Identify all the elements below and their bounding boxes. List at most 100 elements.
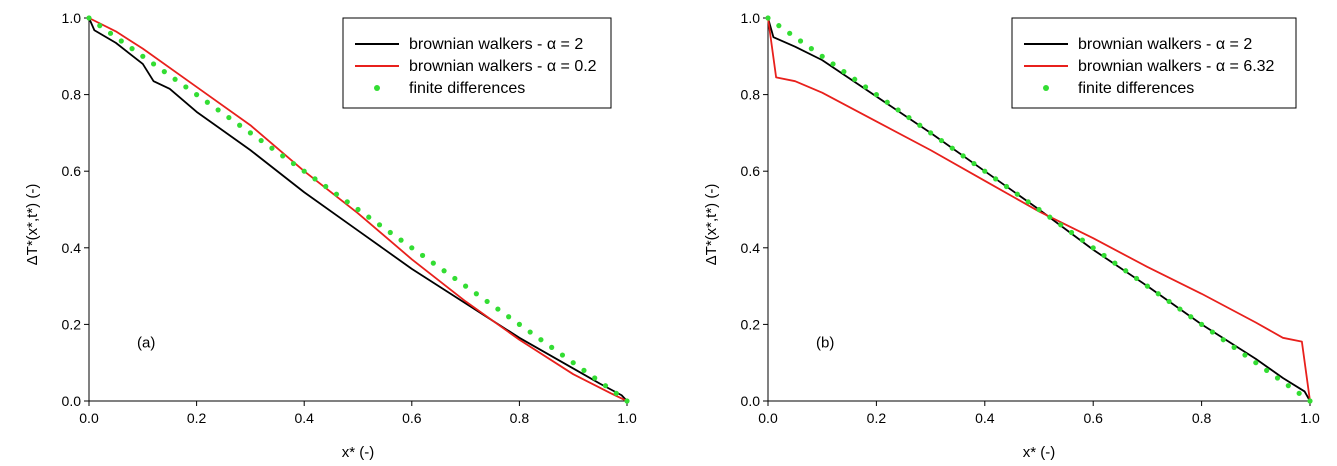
- x-tick-label: 0.6: [1083, 410, 1103, 426]
- x-axis-label: x* (-): [1023, 444, 1056, 461]
- data-point: [549, 344, 555, 350]
- panel-1: 0.0 0.2 0.4 0.6 0.8 1.0 0.0 0.2 0.4 0.6 0.8 1.0 x* (…: [703, 10, 1320, 461]
- data-point: [495, 306, 501, 312]
- data-point: [247, 130, 253, 136]
- y-tick-label: 0.2: [741, 316, 761, 332]
- data-point: [570, 360, 576, 366]
- data-point: [463, 283, 469, 289]
- data-point: [884, 99, 890, 105]
- y-tick-label: 0.0: [741, 393, 761, 409]
- data-point: [873, 92, 880, 98]
- data-point: [86, 15, 92, 21]
- data-point: [602, 383, 609, 389]
- y-axis-label: ΔT*(x*,t*) (-): [24, 184, 41, 266]
- data-point: [1274, 375, 1281, 381]
- data-point: [1285, 383, 1291, 389]
- x-tick-label: 0.2: [867, 410, 887, 426]
- data-point: [862, 84, 869, 90]
- data-point: [895, 107, 901, 113]
- legend-label-1: brownian walkers - α = 0.2: [409, 58, 597, 75]
- y-tick-label: 0.4: [62, 240, 82, 256]
- data-point: [917, 122, 923, 128]
- x-tick-label: 1.0: [1300, 410, 1320, 426]
- panel-0: 0.0 0.2 0.4 0.6 0.8 1.0 0.0 0.2 0.4 0.6 0.8 1.0 x* (…: [24, 10, 637, 461]
- data-point: [516, 321, 523, 327]
- data-point: [301, 168, 307, 174]
- panel-label: (b): [816, 334, 834, 351]
- y-axis-label: ΔT*(x*,t*) (-): [703, 184, 720, 266]
- data-point: [949, 145, 955, 151]
- data-point: [787, 30, 793, 36]
- legend-label-1: brownian walkers - α = 6.32: [1078, 58, 1275, 75]
- y-tick-label: 0.6: [62, 163, 82, 179]
- data-point: [258, 137, 264, 144]
- x-tick-label: 0.4: [975, 410, 995, 426]
- data-point: [419, 252, 426, 259]
- data-point: [1177, 306, 1183, 312]
- data-point: [1220, 337, 1226, 343]
- data-point: [1090, 245, 1096, 251]
- y-tick-label: 0.4: [741, 240, 761, 256]
- data-point: [538, 337, 544, 343]
- y-tick-label: 0.6: [741, 163, 761, 179]
- data-point: [312, 176, 318, 182]
- legend-label-2: finite differences: [1078, 80, 1194, 97]
- data-point: [624, 398, 630, 404]
- data-point: [150, 61, 157, 67]
- legend-label-0: brownian walkers - α = 2: [1078, 36, 1252, 53]
- data-point: [333, 191, 340, 197]
- data-point: [1123, 268, 1129, 274]
- legend-label-2: finite differences: [409, 80, 525, 97]
- y-tick-label: 0.8: [741, 87, 761, 103]
- x-tick-label: 0.6: [402, 410, 422, 426]
- data-point: [613, 390, 619, 396]
- x-tick-label: 0.4: [294, 410, 314, 426]
- data-point: [765, 15, 771, 21]
- x-tick-label: 0.0: [79, 410, 99, 426]
- data-point: [387, 229, 393, 236]
- data-point: [1133, 275, 1140, 282]
- data-point: [1307, 398, 1313, 404]
- data-point: [982, 168, 988, 174]
- data-point: [1155, 291, 1161, 297]
- data-point: [1242, 352, 1248, 358]
- data-point: [592, 375, 598, 381]
- data-point: [107, 30, 114, 36]
- data-point: [797, 38, 804, 44]
- data-point: [1003, 183, 1010, 190]
- data-point: [906, 114, 912, 121]
- data-point: [960, 153, 966, 159]
- legend-swatch-2: [374, 85, 380, 91]
- data-point: [841, 69, 847, 75]
- y-tick-label: 1.0: [741, 10, 761, 26]
- data-point: [1068, 229, 1075, 236]
- data-point: [269, 145, 275, 151]
- data-point: [1025, 199, 1031, 205]
- data-point: [852, 76, 858, 82]
- data-point: [1014, 191, 1020, 197]
- x-tick-label: 0.8: [1192, 410, 1212, 426]
- data-point: [441, 268, 447, 274]
- x-axis-label: x* (-): [342, 444, 375, 461]
- x-tick-label: 1.0: [617, 410, 637, 426]
- x-tick-label: 0.2: [187, 410, 207, 426]
- data-point: [581, 367, 587, 373]
- data-point: [830, 61, 836, 67]
- data-point: [1199, 321, 1205, 327]
- data-point: [172, 76, 178, 82]
- data-point: [484, 298, 490, 305]
- data-point: [506, 314, 512, 320]
- data-point: [366, 214, 372, 220]
- data-point: [323, 183, 329, 190]
- data-point: [1209, 329, 1216, 335]
- data-point: [819, 53, 825, 59]
- data-point: [938, 137, 945, 144]
- data-point: [1264, 367, 1270, 373]
- data-point: [1101, 252, 1107, 259]
- data-point: [993, 176, 999, 182]
- data-point: [1253, 360, 1259, 366]
- series-line-1: [88, 17, 628, 402]
- data-point: [344, 199, 350, 205]
